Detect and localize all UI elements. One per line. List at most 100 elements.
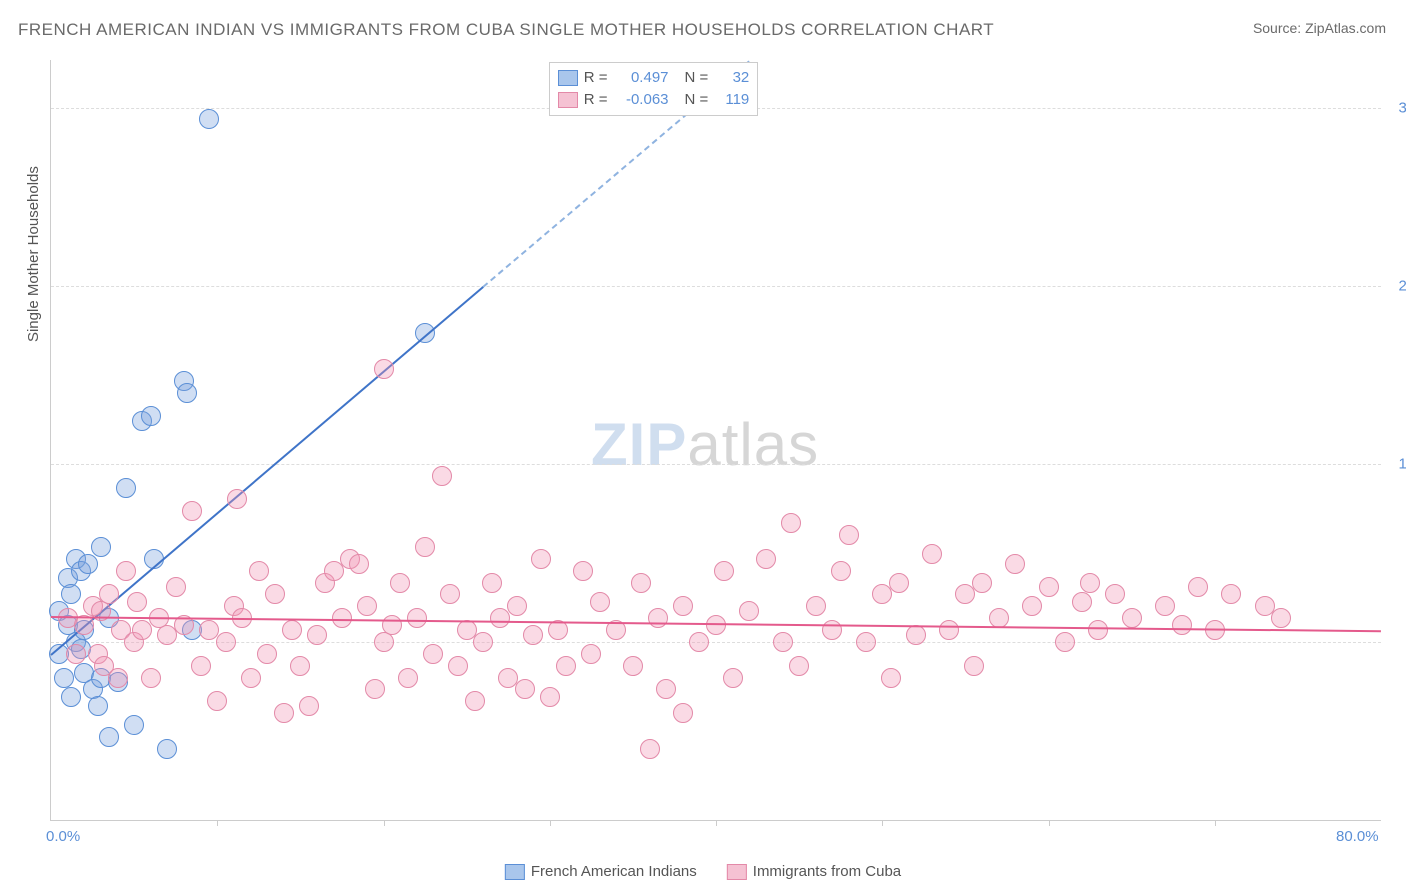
plot-area: ZIPatlas 7.5%15.0%22.5%30.0%0.0%80.0%	[50, 60, 1381, 821]
data-point	[465, 691, 485, 711]
data-point	[581, 644, 601, 664]
data-point	[673, 596, 693, 616]
data-point	[1072, 592, 1092, 612]
data-point	[182, 501, 202, 521]
data-point	[91, 537, 111, 557]
data-point	[415, 537, 435, 557]
data-point	[61, 687, 81, 707]
legend-n-label: N =	[685, 89, 709, 111]
legend-swatch	[558, 92, 578, 108]
gridline-h	[51, 286, 1381, 287]
data-point	[216, 632, 236, 652]
data-point	[374, 359, 394, 379]
legend-top-row: R =-0.063N =119	[558, 89, 750, 111]
x-tick-mark	[550, 820, 551, 826]
chart-title: FRENCH AMERICAN INDIAN VS IMMIGRANTS FRO…	[18, 20, 994, 40]
data-point	[448, 656, 468, 676]
data-point	[822, 620, 842, 640]
data-point	[540, 687, 560, 707]
legend-swatch	[558, 70, 578, 86]
data-point	[1080, 573, 1100, 593]
data-point	[307, 625, 327, 645]
data-point	[515, 679, 535, 699]
data-point	[265, 584, 285, 604]
data-point	[889, 573, 909, 593]
data-point	[407, 608, 427, 628]
data-point	[656, 679, 676, 699]
data-point	[881, 668, 901, 688]
data-point	[249, 561, 269, 581]
legend-n-label: N =	[685, 67, 709, 89]
data-point	[1105, 584, 1125, 604]
data-point	[398, 668, 418, 688]
data-point	[831, 561, 851, 581]
data-point	[108, 668, 128, 688]
data-point	[99, 727, 119, 747]
x-tick-mark	[384, 820, 385, 826]
data-point	[1088, 620, 1108, 640]
data-point	[390, 573, 410, 593]
data-point	[631, 573, 651, 593]
legend-top: R =0.497N =32R =-0.063N =119	[549, 62, 759, 116]
legend-r-value: -0.063	[614, 89, 669, 111]
y-tick-label: 22.5%	[1398, 277, 1406, 294]
data-point	[1055, 632, 1075, 652]
data-point	[365, 679, 385, 699]
gridline-h	[51, 464, 1381, 465]
legend-swatch	[727, 864, 747, 880]
data-point	[1221, 584, 1241, 604]
data-point	[66, 644, 86, 664]
data-point	[157, 739, 177, 759]
data-point	[590, 592, 610, 612]
data-point	[972, 573, 992, 593]
data-point	[573, 561, 593, 581]
legend-r-value: 0.497	[614, 67, 669, 89]
data-point	[141, 668, 161, 688]
x-tick-mark	[882, 820, 883, 826]
x-tick-mark	[1049, 820, 1050, 826]
data-point	[839, 525, 859, 545]
data-point	[423, 644, 443, 664]
x-tick-mark	[217, 820, 218, 826]
watermark: ZIPatlas	[591, 410, 819, 479]
watermark-atlas: atlas	[687, 411, 819, 478]
data-point	[648, 608, 668, 628]
data-point	[116, 561, 136, 581]
data-point	[274, 703, 294, 723]
data-point	[906, 625, 926, 645]
legend-n-value: 32	[714, 67, 749, 89]
data-point	[290, 656, 310, 676]
data-point	[382, 615, 402, 635]
legend-swatch	[505, 864, 525, 880]
data-point	[689, 632, 709, 652]
data-point	[1155, 596, 1175, 616]
y-tick-label: 30.0%	[1398, 99, 1406, 116]
data-point	[806, 596, 826, 616]
data-point	[166, 577, 186, 597]
data-point	[207, 691, 227, 711]
legend-r-label: R =	[584, 67, 608, 89]
data-point	[61, 584, 81, 604]
data-point	[673, 703, 693, 723]
legend-item: French American Indians	[505, 863, 697, 880]
data-point	[1172, 615, 1192, 635]
data-point	[1039, 577, 1059, 597]
data-point	[473, 632, 493, 652]
data-point	[357, 596, 377, 616]
data-point	[299, 696, 319, 716]
data-point	[556, 656, 576, 676]
x-tick-label: 0.0%	[46, 828, 80, 845]
data-point	[939, 620, 959, 640]
data-point	[1005, 554, 1025, 574]
data-point	[141, 406, 161, 426]
legend-n-value: 119	[714, 89, 749, 111]
data-point	[1271, 608, 1291, 628]
data-point	[789, 656, 809, 676]
watermark-zip: ZIP	[591, 411, 687, 478]
data-point	[723, 668, 743, 688]
data-point	[54, 668, 74, 688]
data-point	[922, 544, 942, 564]
data-point	[199, 109, 219, 129]
legend-item: Immigrants from Cuba	[727, 863, 901, 880]
x-tick-mark	[716, 820, 717, 826]
